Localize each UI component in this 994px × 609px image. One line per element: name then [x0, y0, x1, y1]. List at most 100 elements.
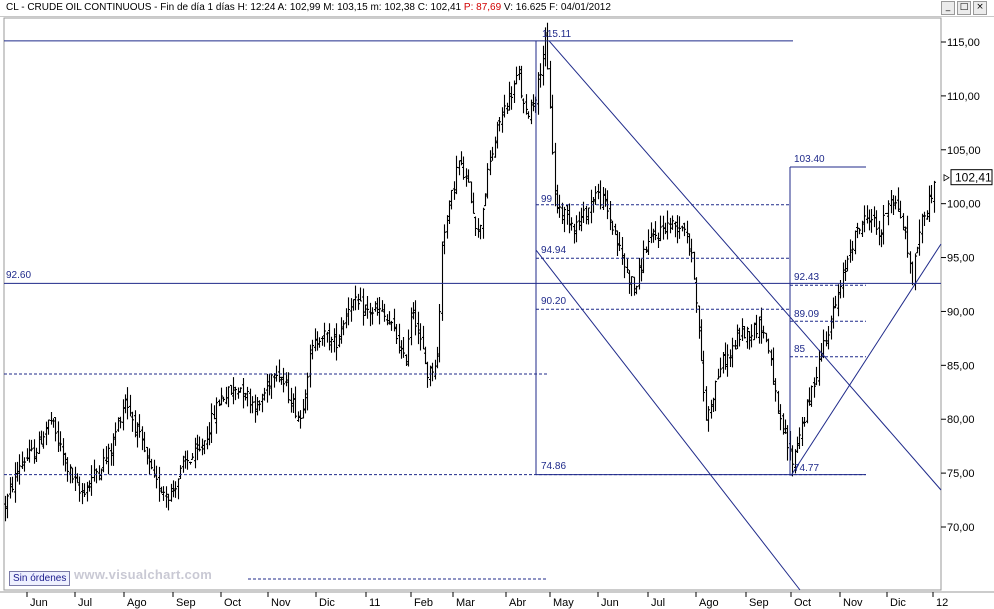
- ohlc-bar: [280, 376, 283, 385]
- ohlc-bar: [208, 422, 211, 446]
- ohlc-bar: [446, 215, 449, 239]
- quote-stats: H: 12:24 A: 102,99 M: 103,15 m: 102,38 C…: [238, 2, 611, 13]
- trend-line[interactable]: [535, 249, 801, 591]
- ohlc-bar: [563, 206, 566, 233]
- ohlc-bar: [138, 414, 141, 438]
- ohlc-bar: [42, 431, 45, 449]
- ohlc-bar: [278, 359, 281, 383]
- ohlc-bar: [578, 211, 581, 231]
- ohlc-bar: [227, 386, 230, 408]
- ohlc-bar: [808, 387, 811, 406]
- ohlc-bar: [806, 399, 809, 424]
- ohlc-bar: [71, 467, 74, 484]
- ohlc-bar: [434, 359, 437, 380]
- ohlc-bar: [143, 431, 146, 453]
- ohlc-bar: [738, 327, 741, 347]
- ohlc-bar: [707, 406, 710, 432]
- ohlc-bar: [196, 434, 199, 461]
- ohlc-bar: [724, 342, 727, 370]
- y-tick-label: 80,00: [947, 414, 975, 426]
- ohlc-bar: [249, 388, 252, 414]
- ohlc-bar: [758, 316, 761, 344]
- ohlc-bar: [239, 387, 242, 393]
- quote-stat: C: 102,41: [414, 2, 462, 13]
- ohlc-bar: [105, 446, 108, 465]
- ohlc-bar: [11, 476, 14, 493]
- ohlc-bar: [172, 480, 175, 498]
- ohlc-bar: [186, 450, 189, 470]
- ohlc-bar: [837, 284, 840, 317]
- ohlc-bar: [623, 253, 626, 279]
- ohlc-bar: [510, 86, 513, 110]
- ohlc-bar: [251, 396, 254, 414]
- ohlc-bar: [220, 387, 223, 406]
- ohlc-bar: [326, 331, 329, 343]
- ohlc-bar: [398, 323, 401, 354]
- trend-line[interactable]: [790, 243, 942, 476]
- ohlc-bar: [335, 323, 338, 361]
- ohlc-bar: [729, 349, 732, 367]
- plot-frame: [3, 17, 942, 591]
- ohlc-bar: [614, 223, 617, 236]
- ohlc-bar: [426, 361, 429, 388]
- ohlc-bar: [892, 195, 895, 215]
- ohlc-bar: [472, 192, 475, 214]
- ohlc-bar: [491, 146, 494, 161]
- ohlc-bar: [362, 288, 365, 326]
- ohlc-bar: [330, 336, 333, 353]
- ohlc-bar: [350, 298, 353, 322]
- ohlc-bar: [616, 230, 619, 256]
- ohlc-bar: [820, 343, 823, 362]
- ohlc-bar: [410, 307, 413, 346]
- restore-button[interactable]: □: [957, 1, 971, 15]
- ohlc-bar: [750, 324, 753, 348]
- ohlc-bar: [866, 205, 869, 224]
- ohlc-bar: [458, 160, 461, 176]
- ohlc-bar: [297, 411, 300, 422]
- ohlc-bar: [609, 201, 612, 231]
- period: Fin de día 1 días: [160, 2, 235, 13]
- ohlc-bar: [642, 240, 645, 274]
- ohlc-bar: [686, 220, 689, 244]
- ohlc-bar: [177, 478, 180, 500]
- ohlc-bar: [390, 320, 393, 331]
- ohlc-bar: [395, 324, 398, 344]
- ohlc-bar: [556, 184, 559, 214]
- ohlc-bar: [690, 238, 693, 263]
- ohlc-bar: [791, 445, 794, 477]
- ohlc-bar: [215, 397, 218, 434]
- level-label: 85: [794, 344, 806, 355]
- ohlc-bar: [693, 251, 696, 280]
- ohlc-bar: [417, 311, 420, 345]
- trend-line[interactable]: [548, 40, 942, 491]
- ohlc-bar: [489, 150, 492, 176]
- ohlc-bar: [402, 337, 405, 358]
- ohlc-bar: [345, 308, 348, 329]
- ohlc-bar: [868, 209, 871, 231]
- y-tick-label: 75,00: [947, 468, 975, 480]
- ohlc-bar: [570, 217, 573, 231]
- ohlc-bar: [340, 317, 343, 344]
- ohlc-bar: [832, 297, 835, 329]
- ohlc-bar: [376, 297, 379, 316]
- orders-button[interactable]: Sin órdenes: [9, 571, 71, 586]
- ohlc-bar: [273, 373, 276, 388]
- close-button[interactable]: ×: [973, 1, 987, 15]
- x-tick-label: Feb: [414, 597, 433, 609]
- y-tick-label: 110,00: [947, 91, 980, 103]
- ohlc-bar: [676, 215, 679, 244]
- ohlc-bar: [479, 224, 482, 240]
- minimize-button[interactable]: _: [941, 1, 955, 15]
- ohlc-bar: [6, 493, 9, 519]
- ohlc-bar: [532, 94, 535, 112]
- ohlc-bar: [182, 455, 185, 473]
- ohlc-bar: [537, 72, 540, 115]
- ohlc-bar: [748, 331, 751, 350]
- ohlc-bar: [460, 151, 463, 166]
- ohlc-bar: [633, 276, 636, 296]
- ohlc-bar: [429, 365, 432, 387]
- ohlc-bar: [134, 410, 137, 438]
- ohlc-bar: [894, 195, 897, 210]
- ohlc-bar: [45, 421, 48, 446]
